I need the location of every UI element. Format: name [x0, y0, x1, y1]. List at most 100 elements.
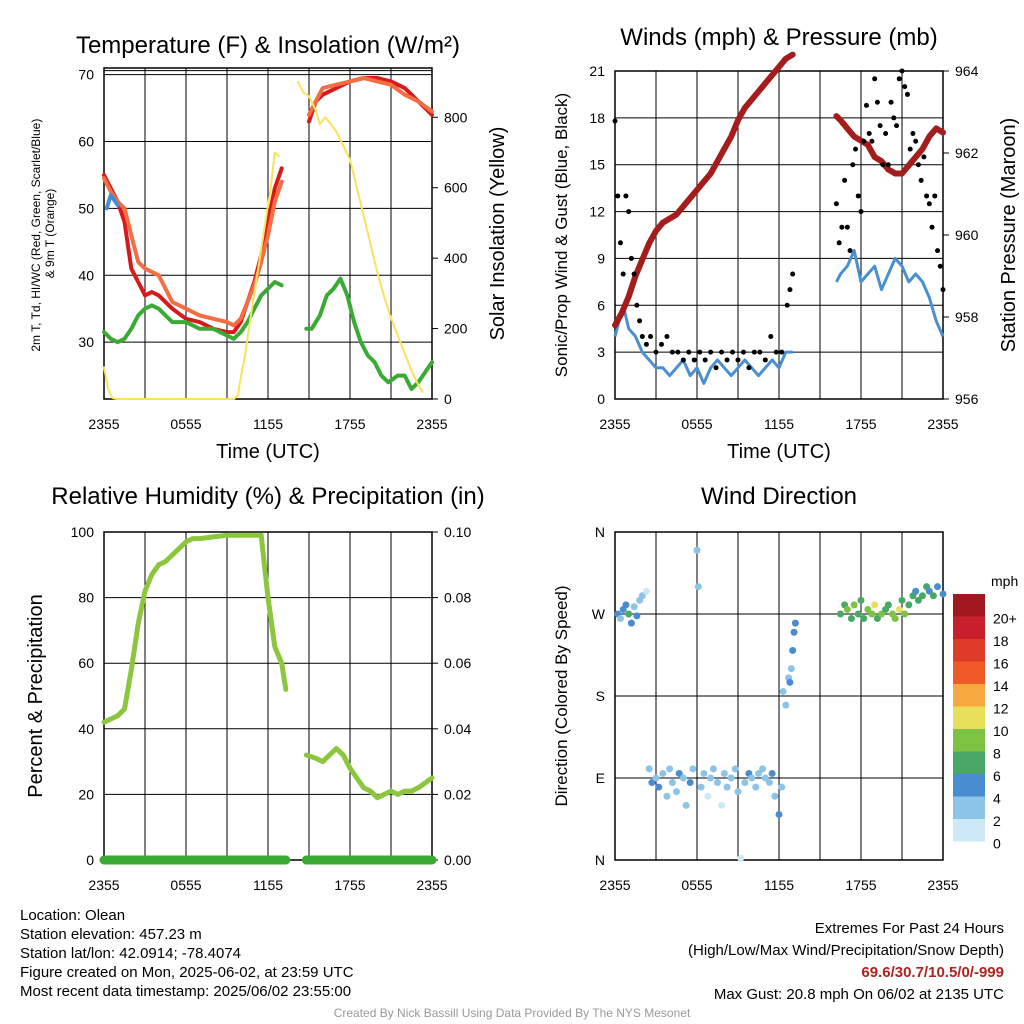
direction-point	[761, 774, 769, 782]
direction-point	[659, 769, 667, 777]
x-tick-label: 2355	[927, 877, 958, 893]
gust-point	[653, 349, 659, 355]
x-tick-label: 0555	[681, 416, 712, 432]
colorbar-swatch	[953, 594, 985, 617]
x-tick-label: 1755	[845, 416, 876, 432]
gust-point	[620, 271, 626, 277]
direction-point	[901, 610, 909, 618]
chart-title: Wind Direction	[701, 483, 857, 510]
x-tick-label: 1755	[845, 877, 876, 893]
y2-tick-label: 0	[444, 391, 452, 407]
gust-point	[924, 193, 930, 199]
colorbar-swatch	[953, 706, 985, 729]
direction-point	[737, 854, 745, 862]
y-tick-label: 6	[597, 297, 605, 313]
direction-point	[734, 788, 742, 796]
direction-point	[642, 587, 650, 595]
direction-point	[891, 615, 899, 623]
recent-data-text: Most recent data timestamp: 2025/06/02 2…	[20, 983, 352, 1000]
gust-point	[615, 193, 621, 199]
y2-tick-label: 0.06	[444, 655, 471, 671]
direction-point	[919, 592, 926, 600]
gust-point	[913, 138, 919, 144]
direction-point	[934, 583, 942, 591]
gust-point	[847, 248, 853, 254]
direction-point	[655, 783, 663, 791]
plot-frame	[103, 67, 433, 400]
direction-point	[741, 779, 749, 787]
station-info: Location: Olean Station elevation: 457.2…	[20, 906, 354, 1001]
gust-point	[874, 99, 880, 105]
y-tick-label: 12	[589, 204, 605, 220]
y-tick-label: 100	[71, 524, 95, 540]
direction-point	[633, 612, 641, 620]
colorbar-swatch	[953, 751, 985, 774]
direction-point	[898, 596, 906, 604]
colorbar-swatch	[953, 796, 985, 819]
gust-point	[894, 123, 900, 129]
direction-point	[787, 665, 795, 673]
extremes-subtitle: (High/Low/Max Wind/Precipitation/Snow De…	[688, 942, 1004, 959]
gust-point	[921, 154, 927, 160]
y2-tick-label: 960	[955, 227, 979, 243]
y2-tick-label: 0.00	[444, 852, 471, 868]
series-line-hi-wc	[104, 193, 120, 211]
y2-axis-label: Solar Insolation (Yellow)	[487, 127, 509, 341]
direction-point	[723, 783, 731, 791]
gust-point	[634, 302, 640, 308]
colorbar-label: mph	[991, 573, 1018, 589]
direction-point	[707, 774, 715, 782]
gust-point	[940, 287, 946, 293]
x-tick-label: 1755	[334, 877, 365, 893]
series-line-solar-insolation	[103, 151, 280, 400]
y-tick-label: S	[596, 688, 605, 704]
gust-point	[932, 193, 938, 199]
direction-point	[854, 610, 862, 618]
created-text: Figure created on Mon, 2025-06-02, at 23…	[20, 964, 354, 981]
gust-point	[863, 102, 869, 108]
direction-point	[895, 605, 903, 613]
y-tick-label: 0	[86, 852, 94, 868]
gust-point	[842, 177, 848, 183]
gust-point	[697, 349, 703, 355]
colorbar-swatch	[953, 684, 985, 707]
direction-point	[765, 779, 773, 787]
y-tick-label: 15	[589, 157, 605, 173]
gust-point	[833, 201, 839, 207]
y-tick-label: N	[595, 852, 605, 868]
gust-point	[746, 365, 752, 371]
colorbar-tick-label: 20+	[993, 610, 1017, 626]
colorbar-tick-label: 6	[993, 768, 1001, 784]
direction-point	[782, 701, 790, 709]
gust-point	[872, 76, 878, 82]
direction-point	[718, 801, 726, 809]
chart-title: Winds (mph) & Pressure (mb)	[620, 24, 937, 51]
x-tick-label: 2355	[599, 877, 630, 893]
chart-rh: 2355 0555 1155 1755 2355 0 20 40 60 80 100 0.00 0.02…	[25, 483, 485, 893]
y2-tick-label: 400	[444, 250, 468, 266]
direction-point	[714, 779, 721, 787]
y-tick-label: 50	[78, 200, 94, 216]
colorbar-swatch	[953, 774, 985, 797]
colorbar-tick-label: 8	[993, 745, 1001, 761]
direction-point	[663, 792, 671, 800]
gust-point	[686, 349, 692, 355]
y-tick-label: E	[596, 770, 605, 786]
y2-tick-label: 0.10	[444, 524, 471, 540]
extremes-values: 69.6/30.7/10.5/0/-999	[861, 964, 1004, 981]
y2-tick-label: 0.02	[444, 786, 471, 802]
direction-point	[709, 765, 717, 773]
x-tick-label: 1155	[253, 416, 283, 432]
pressure-line	[833, 113, 946, 177]
direction-point	[771, 792, 779, 800]
gust-point	[773, 349, 779, 355]
y-tick-label: 70	[78, 67, 94, 83]
colorbar-swatch	[953, 639, 985, 662]
gust-point	[648, 334, 654, 340]
gust-point	[724, 357, 730, 363]
gust-point	[918, 177, 924, 183]
gust-point	[790, 271, 796, 277]
x-tick-label: 2355	[88, 416, 119, 432]
direction-point	[868, 610, 876, 618]
y2-tick-label: 958	[955, 309, 979, 325]
